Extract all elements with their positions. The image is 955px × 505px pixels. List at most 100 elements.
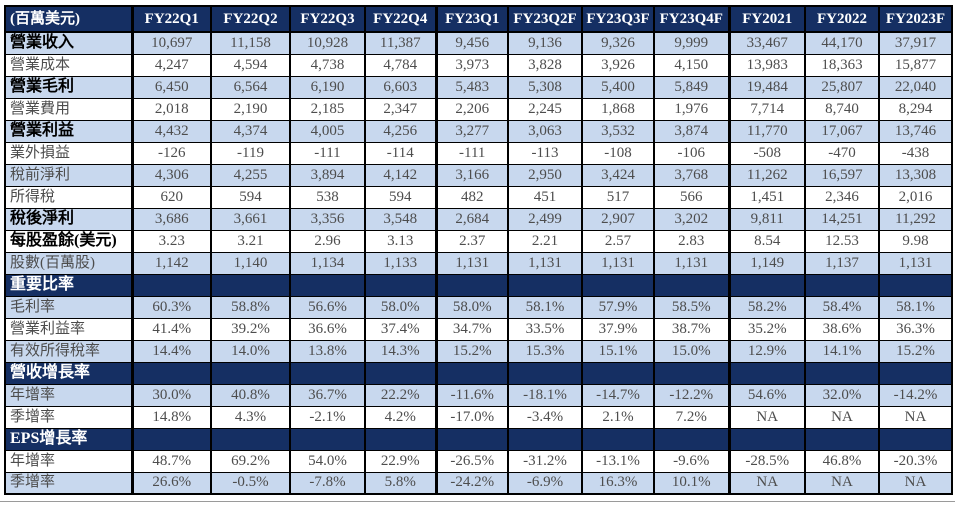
data-cell: 36.3%: [878, 317, 953, 341]
column-header: FY22Q2: [210, 5, 291, 33]
data-cell: 5,849: [653, 75, 730, 99]
data-cell: 37.9%: [581, 317, 655, 341]
data-cell: 1,142: [131, 251, 212, 275]
section-label: EPS增長率: [4, 427, 134, 451]
data-cell: 3,661: [210, 207, 291, 231]
data-cell: 4,005: [289, 119, 366, 143]
data-cell: [653, 361, 730, 385]
data-cell: 38.7%: [653, 317, 730, 341]
data-cell: -470: [804, 141, 880, 165]
data-cell: 538: [289, 185, 366, 209]
row-label: 股數(百萬股): [4, 251, 134, 275]
data-cell: 3.23: [131, 229, 212, 253]
data-cell: 2,950: [507, 163, 583, 187]
data-cell: 3,874: [653, 119, 730, 143]
data-cell: -438: [878, 141, 953, 165]
table-row: 營業成本 4,247 4,594 4,738 4,784 3,973 3,828 3,926 4…: [4, 53, 953, 77]
data-cell: 3,166: [434, 163, 509, 187]
data-cell: 3,828: [507, 53, 583, 77]
data-cell: -3.4%: [507, 405, 583, 429]
data-cell: 36.6%: [289, 317, 366, 341]
data-cell: [364, 427, 437, 451]
table-row: 季增率 26.6% -0.5% -7.8% 5.8% -24.2% -6.9% 16.3% 10…: [4, 471, 953, 495]
data-cell: 1,976: [653, 97, 730, 121]
data-cell: 9,811: [727, 207, 806, 231]
data-cell: [131, 273, 212, 297]
data-cell: 14.0%: [210, 339, 291, 363]
data-cell: [653, 427, 730, 451]
data-cell: 46.8%: [804, 449, 880, 473]
data-cell: 58.5%: [653, 295, 730, 319]
table-row: 稅前淨利 4,306 4,255 3,894 4,142 3,166 2,950 3,424 3…: [4, 163, 953, 187]
row-label: 營業成本: [4, 53, 134, 77]
data-cell: 11,770: [727, 119, 806, 143]
data-cell: -14.2%: [878, 383, 953, 407]
row-label: 每股盈餘(美元): [4, 229, 134, 253]
data-cell: 4,594: [210, 53, 291, 77]
data-cell: -26.5%: [434, 449, 509, 473]
data-cell: [289, 427, 366, 451]
data-cell: 58.0%: [434, 295, 509, 319]
data-cell: -14.7%: [581, 383, 655, 407]
data-cell: 44,170: [804, 31, 880, 55]
unit-label: (百萬美元): [4, 5, 134, 33]
data-cell: -18.1%: [507, 383, 583, 407]
data-cell: -17.0%: [434, 405, 509, 429]
section-label: 營收增長率: [4, 361, 134, 385]
data-cell: 9,326: [581, 31, 655, 55]
table-row: 季增率 14.8% 4.3% -2.1% 4.2% -17.0% -3.4% 2.1% 7.2%…: [4, 405, 953, 429]
data-cell: 620: [131, 185, 212, 209]
data-cell: [210, 361, 291, 385]
data-cell: 60.3%: [131, 295, 212, 319]
data-cell: -11.6%: [434, 383, 509, 407]
data-cell: 4,784: [364, 53, 437, 77]
data-cell: 11,292: [878, 207, 953, 231]
row-label: 營業利益: [4, 119, 134, 143]
data-cell: -20.3%: [878, 449, 953, 473]
data-cell: -9.6%: [653, 449, 730, 473]
data-cell: 2.83: [653, 229, 730, 253]
data-cell: -111: [289, 141, 366, 165]
data-cell: -111: [434, 141, 509, 165]
data-cell: -6.9%: [507, 471, 583, 495]
data-cell: [507, 273, 583, 297]
section-row: 營收增長率: [4, 361, 953, 385]
data-cell: [210, 427, 291, 451]
data-cell: 58.1%: [507, 295, 583, 319]
data-cell: 2,245: [507, 97, 583, 121]
table-row: 營業費用 2,018 2,190 2,185 2,347 2,206 2,245 1,868 1…: [4, 97, 953, 121]
section-row: 重要比率: [4, 273, 953, 297]
data-cell: 35.2%: [727, 317, 806, 341]
data-cell: [581, 361, 655, 385]
data-cell: 2,907: [581, 207, 655, 231]
data-cell: 2.1%: [581, 405, 655, 429]
data-cell: 4,142: [364, 163, 437, 187]
data-cell: 14.8%: [131, 405, 212, 429]
data-cell: [727, 273, 806, 297]
table-row: 營業利益 4,432 4,374 4,005 4,256 3,277 3,063 3,532 3…: [4, 119, 953, 143]
data-cell: 1,140: [210, 251, 291, 275]
data-cell: 69.2%: [210, 449, 291, 473]
data-cell: 17,067: [804, 119, 880, 143]
data-cell: [434, 273, 509, 297]
data-cell: 4,256: [364, 119, 437, 143]
data-cell: -0.5%: [210, 471, 291, 495]
data-cell: 2,018: [131, 97, 212, 121]
column-header: FY23Q3F: [581, 5, 655, 33]
data-cell: 4,432: [131, 119, 212, 143]
data-cell: 9,136: [507, 31, 583, 55]
data-cell: 3,356: [289, 207, 366, 231]
data-cell: 5,483: [434, 75, 509, 99]
data-cell: NA: [804, 471, 880, 495]
row-label: 營業費用: [4, 97, 134, 121]
row-label: 稅後淨利: [4, 207, 134, 231]
header-row: (百萬美元) FY22Q1 FY22Q2 FY22Q3 FY22Q4 FY23Q1 FY2…: [4, 5, 953, 33]
data-cell: 14.1%: [804, 339, 880, 363]
data-cell: [804, 427, 880, 451]
bottom-divider: [0, 501, 955, 502]
table-row: 年增率 48.7% 69.2% 54.0% 22.9% -26.5% -31.2% -13.1…: [4, 449, 953, 473]
data-cell: 2,499: [507, 207, 583, 231]
data-cell: 4,306: [131, 163, 212, 187]
table-row: 營業利益率 41.4% 39.2% 36.6% 37.4% 34.7% 33.5% 37.9%…: [4, 317, 953, 341]
data-cell: 25,807: [804, 75, 880, 99]
